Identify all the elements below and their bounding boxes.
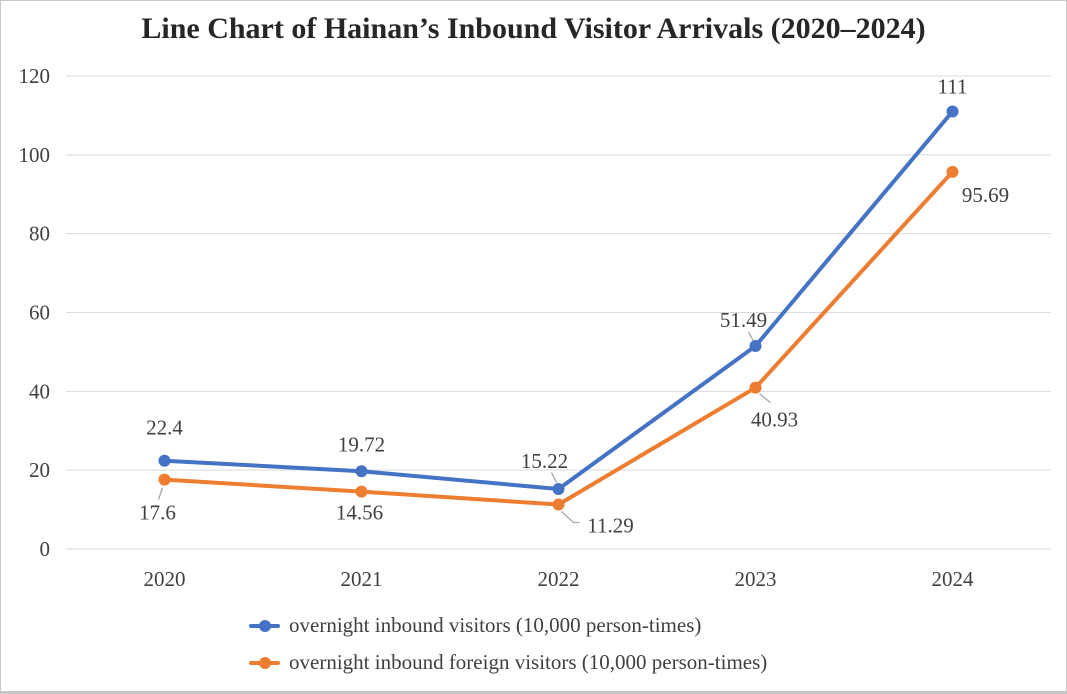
data-point-0-2020 bbox=[158, 454, 171, 467]
y-tick-label-40: 40 bbox=[29, 379, 50, 403]
data-label-1-2022: 11.29 bbox=[587, 513, 633, 537]
data-point-0-2024 bbox=[946, 105, 959, 118]
x-tick-label-2023: 2023 bbox=[735, 567, 777, 591]
data-label-leader-line bbox=[561, 511, 580, 524]
data-point-1-2021 bbox=[355, 485, 368, 498]
x-tick-label-2020: 2020 bbox=[144, 567, 186, 591]
data-point-1-2022 bbox=[552, 498, 565, 511]
y-tick-label-100: 100 bbox=[19, 143, 51, 167]
legend-item-overnight-inbound-foreign-visitors: overnight inbound foreign visitors (10,0… bbox=[249, 644, 767, 681]
legend-line-marker-icon bbox=[249, 656, 280, 669]
legend-dot-icon bbox=[258, 619, 271, 632]
y-tick-label-20: 20 bbox=[29, 458, 50, 482]
legend-line-marker-icon bbox=[249, 619, 280, 632]
data-label-0-2020: 22.4 bbox=[146, 416, 183, 440]
y-tick-label-80: 80 bbox=[29, 222, 50, 246]
chart-title: Line Chart of Hainan’s Inbound Visitor A… bbox=[141, 12, 926, 45]
y-tick-label-120: 120 bbox=[19, 64, 51, 88]
data-label-leader-line bbox=[157, 487, 164, 500]
data-label-0-2024: 111 bbox=[938, 74, 968, 98]
data-label-0-2022: 15.22 bbox=[521, 449, 568, 473]
data-point-1-2024 bbox=[946, 165, 959, 178]
legend-label-overnight-inbound-foreign-visitors: overnight inbound foreign visitors (10,0… bbox=[289, 650, 768, 674]
data-label-leader-line bbox=[550, 472, 558, 483]
y-tick-label-60: 60 bbox=[29, 301, 50, 325]
data-point-0-2021 bbox=[355, 465, 368, 478]
data-point-1-2023 bbox=[749, 381, 762, 394]
legend-label-overnight-inbound-visitors: overnight inbound visitors (10,000 perso… bbox=[289, 613, 702, 637]
x-tick-label-2022: 2022 bbox=[538, 567, 580, 591]
data-point-0-2023 bbox=[749, 340, 762, 353]
y-tick-label-0: 0 bbox=[40, 537, 51, 561]
data-label-0-2021: 19.72 bbox=[338, 432, 385, 456]
data-point-0-2022 bbox=[552, 483, 565, 496]
legend-item-overnight-inbound-visitors: overnight inbound visitors (10,000 perso… bbox=[249, 607, 767, 644]
data-point-1-2020 bbox=[158, 473, 171, 486]
legend-dot-icon bbox=[258, 656, 271, 669]
data-label-0-2023: 51.49 bbox=[720, 308, 767, 332]
data-label-leader-line bbox=[759, 393, 771, 404]
x-tick-label-2024: 2024 bbox=[932, 567, 975, 591]
data-label-leader-line bbox=[747, 331, 755, 342]
data-label-1-2024: 95.69 bbox=[962, 183, 1009, 207]
data-label-1-2021: 14.56 bbox=[336, 501, 383, 525]
data-label-1-2020: 17.6 bbox=[139, 501, 176, 525]
x-tick-label-2021: 2021 bbox=[341, 567, 383, 591]
legend: overnight inbound visitors (10,000 perso… bbox=[249, 607, 767, 681]
data-label-1-2023: 40.93 bbox=[751, 408, 798, 432]
